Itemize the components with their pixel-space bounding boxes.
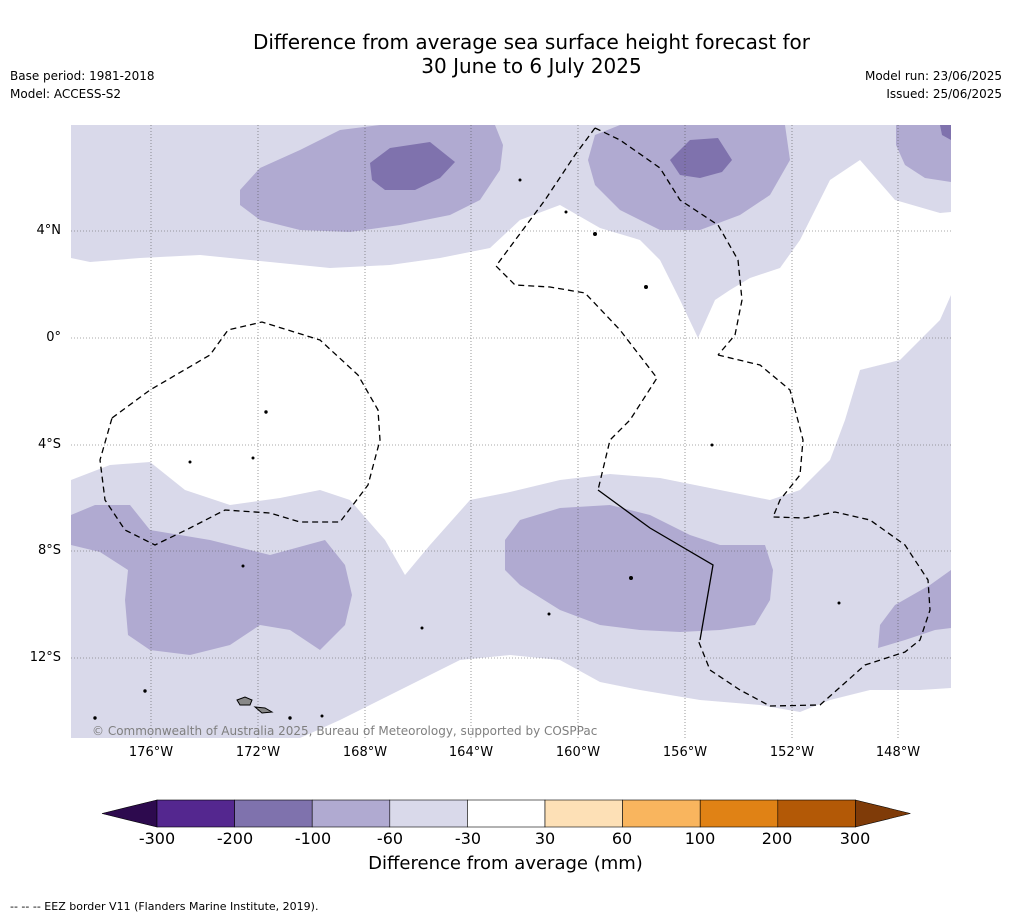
eez-border-phoenix — [99, 321, 381, 546]
anomaly-core-northeast — [940, 125, 951, 140]
colorbar-tick-label: -60 — [376, 829, 404, 848]
lat-label-12s: 12°S — [29, 650, 61, 665]
lon-label-156w: 156°W — [662, 745, 708, 760]
anomaly-core-north-1 — [370, 142, 455, 190]
colorbar-tick-label: -30 — [454, 829, 482, 848]
anomaly-region-southwest — [71, 505, 352, 655]
base-period: Base period: 1981-2018 — [10, 69, 155, 83]
colorbar-extension-high — [855, 799, 911, 828]
metadata-left: Base period: 1981-2018 Model: ACCESS-S2 — [10, 67, 155, 103]
colorbar-segment — [467, 799, 546, 828]
islands — [93, 178, 841, 720]
title-line-1: Difference from average sea surface heig… — [252, 30, 811, 54]
anomaly-region-southeast — [878, 570, 951, 648]
colorbar-tick-label: 300 — [839, 829, 871, 848]
title-line-2: 30 June to 6 July 2025 — [421, 54, 642, 78]
colorbar-segment — [234, 799, 313, 828]
colorbar-segment — [311, 799, 391, 828]
eez-borders — [99, 127, 931, 707]
colorbar-tick-label: -300 — [138, 829, 176, 848]
lat-label-4n: 4°N — [36, 223, 62, 238]
eez-border-line-central-west — [495, 127, 658, 491]
lon-label-172w: 172°W — [235, 745, 281, 760]
lon-label-148w: 148°W — [875, 745, 921, 760]
eez-border-line-central — [594, 127, 743, 356]
anomaly-core-north-2 — [670, 138, 732, 178]
model-run: Model run: 23/06/2025 — [864, 69, 1002, 83]
lon-label-176w: 176°W — [128, 745, 174, 760]
colorbar-tick-label: 60 — [611, 829, 633, 848]
neutral-region-south — [300, 655, 951, 738]
colorbar-tick-label: 200 — [761, 829, 793, 848]
colorbar-segment — [156, 799, 235, 828]
eez-footnote: -- -- -- EEZ border V11 (Flanders Marine… — [10, 900, 319, 913]
eez-border-line-south — [697, 354, 931, 707]
island-samoa-1 — [236, 696, 253, 706]
anomaly-region-northeast — [896, 125, 951, 182]
colorbar — [101, 799, 911, 828]
anomaly-region-north-2 — [588, 125, 790, 230]
lat-label-0: 0° — [46, 330, 61, 345]
colorbar-tick-label: -100 — [294, 829, 332, 848]
colorbar-tick-label: 100 — [684, 829, 716, 848]
issued-date: Issued: 25/06/2025 — [886, 87, 1002, 101]
colorbar-tick-label: 30 — [534, 829, 556, 848]
colorbar-extension-low — [101, 799, 158, 828]
colorbar-segment — [544, 799, 623, 828]
metadata-right: Model run: 23/06/2025 Issued: 25/06/2025 — [865, 67, 1002, 103]
colorbar-title: Difference from average (mm) — [368, 853, 643, 874]
copyright-notice: © Commonwealth of Australia 2025, Bureau… — [92, 724, 598, 738]
anomaly-region-south-central — [505, 505, 773, 632]
colorbar-segments — [101, 799, 911, 828]
colorbar-segment — [622, 799, 701, 828]
lon-label-164w: 164°W — [448, 745, 494, 760]
colorbar-segment — [389, 799, 468, 828]
map-title: Difference from average sea surface heig… — [0, 30, 1011, 78]
lon-label-160w: 160°W — [555, 745, 601, 760]
colorbar-tick-label: -200 — [216, 829, 254, 848]
lat-label-8s: 8°S — [37, 543, 61, 558]
island-samoa-2 — [253, 706, 274, 714]
lat-label-4s: 4°S — [37, 437, 61, 452]
model-name: Model: ACCESS-S2 — [10, 87, 122, 101]
graticule — [71, 125, 951, 738]
lon-label-152w: 152°W — [769, 745, 815, 760]
lon-label-168w: 168°W — [342, 745, 388, 760]
colorbar-segment — [699, 799, 779, 828]
eez-border-solid — [597, 489, 714, 641]
colorbar-segment — [777, 799, 856, 828]
